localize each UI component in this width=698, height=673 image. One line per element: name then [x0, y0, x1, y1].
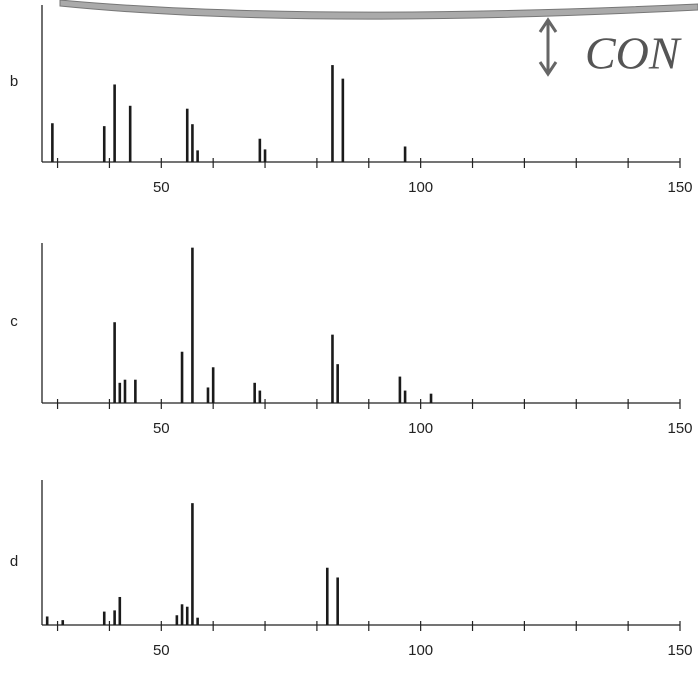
peak	[175, 615, 179, 625]
peak	[206, 387, 210, 403]
annotation: CON	[585, 28, 682, 79]
peak	[429, 393, 433, 403]
decor-arrow	[538, 17, 558, 77]
peak	[403, 390, 407, 403]
peak	[118, 596, 122, 625]
peak	[45, 616, 49, 625]
peak	[331, 334, 334, 403]
x-tick-label: 50	[153, 642, 170, 659]
x-tick-label: 150	[667, 420, 692, 437]
peak	[398, 376, 402, 403]
peak	[191, 124, 194, 162]
panel-label: c	[10, 313, 18, 330]
peak	[113, 84, 116, 162]
peak	[191, 247, 194, 403]
peak	[403, 146, 407, 162]
x-tick-label: 50	[153, 420, 170, 437]
x-tick-label: 100	[408, 179, 433, 196]
panel-label: d	[10, 553, 18, 570]
x-tick-label: 150	[667, 179, 692, 196]
peak	[134, 379, 137, 403]
peak	[325, 567, 329, 625]
peak	[196, 150, 199, 162]
peak	[336, 577, 339, 625]
peak	[102, 126, 106, 162]
panel-label: b	[10, 73, 18, 90]
peak	[185, 606, 189, 625]
peak	[258, 390, 262, 403]
x-tick-label: 100	[408, 642, 433, 659]
peak	[102, 611, 106, 625]
x-tick-label: 100	[408, 420, 433, 437]
peak	[113, 610, 116, 625]
peak	[61, 620, 65, 625]
peak	[191, 503, 194, 625]
x-tick-label: 150	[667, 642, 692, 659]
peak	[113, 322, 116, 403]
peak	[258, 138, 262, 162]
peak	[263, 149, 267, 162]
peak	[185, 108, 189, 162]
peak	[253, 382, 256, 403]
peak	[51, 123, 54, 162]
decor-curve	[59, 0, 698, 20]
peak	[341, 78, 345, 162]
peak	[336, 364, 339, 403]
peak	[180, 351, 184, 403]
peak	[331, 65, 334, 162]
x-tick-label: 50	[153, 179, 170, 196]
peak	[180, 604, 184, 625]
peak	[196, 617, 199, 625]
peak	[128, 105, 132, 162]
peak	[123, 379, 127, 403]
peak	[211, 367, 215, 403]
peak	[118, 382, 122, 403]
